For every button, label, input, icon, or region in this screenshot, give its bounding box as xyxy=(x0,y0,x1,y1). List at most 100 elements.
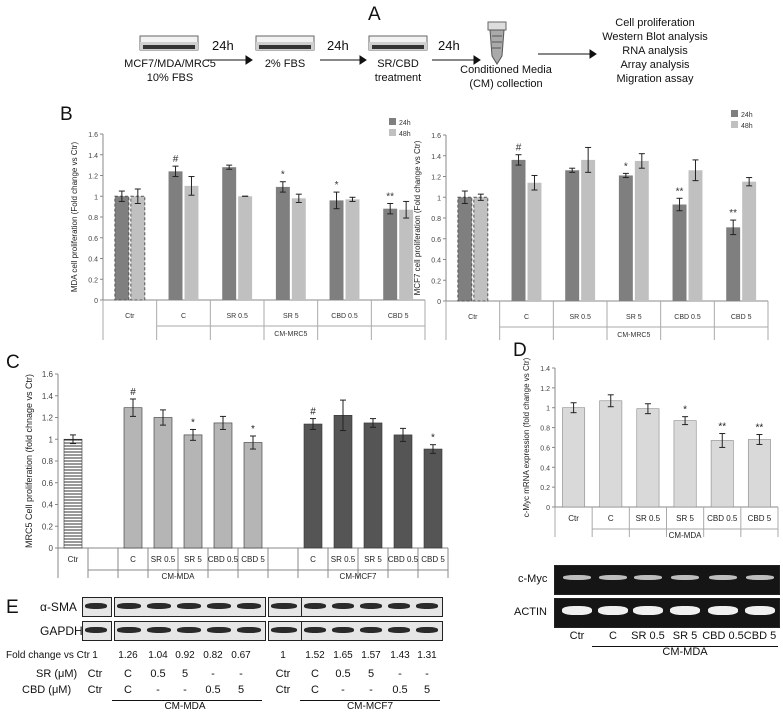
asma-band xyxy=(304,603,326,609)
y-tick-label: 0 xyxy=(546,505,550,512)
significance-mark: # xyxy=(130,387,136,398)
asma-band xyxy=(147,603,171,609)
y-axis-label: MCF7 cell proliferation (Fold change vs … xyxy=(413,140,422,295)
y-tick-label: 1.6 xyxy=(431,133,441,140)
assay-3: RNA analysis xyxy=(622,45,688,57)
y-tick-label: 1.4 xyxy=(88,153,98,160)
y-tick-label: 0 xyxy=(94,298,98,305)
panel-c-letter: C xyxy=(6,352,20,373)
y-tick-label: 1.2 xyxy=(42,414,54,423)
gel-label-cmyc: c-Myc xyxy=(518,573,548,585)
dish-2 xyxy=(255,35,315,51)
bar-24h-CBD 0.5 xyxy=(329,200,344,300)
arrow1-label: 24h xyxy=(212,38,234,53)
step2-label: 2% FBS xyxy=(264,58,306,70)
fold-value: 0.67 xyxy=(231,650,251,661)
y-tick-label: 0.2 xyxy=(540,485,550,492)
wb-group-mcf7: CM-MCF7 xyxy=(346,701,394,712)
cbd-value: C xyxy=(311,684,319,696)
fold-value: 1.65 xyxy=(333,650,353,661)
gapdh-band xyxy=(271,627,297,633)
bar-48h-SR 0.5 xyxy=(238,196,253,300)
step4-line1: Conditioned Media xyxy=(460,64,552,76)
y-tick-label: 0.4 xyxy=(42,501,54,510)
asma-band xyxy=(388,603,410,609)
significance-mark: # xyxy=(310,407,316,418)
y-tick-label: 0.6 xyxy=(88,236,98,243)
significance-mark: * xyxy=(281,170,285,181)
x-tick-label: SR 0.5 xyxy=(331,555,356,564)
y-tick-label: 1.2 xyxy=(88,174,98,181)
dish-3 xyxy=(368,35,428,51)
wb-group-line-mcf7 xyxy=(300,700,440,701)
x-tick-label: SR 0.5 xyxy=(151,555,176,564)
gapdh-band xyxy=(304,627,326,633)
significance-mark: ** xyxy=(756,423,764,434)
sr-value: 5 xyxy=(181,668,189,680)
y-tick-label: 0.8 xyxy=(540,426,550,433)
cbd-value: Ctr xyxy=(87,684,103,696)
significance-mark: ** xyxy=(676,186,684,197)
significance-mark: # xyxy=(516,143,522,154)
x-tick-label: SR 5 xyxy=(676,514,694,523)
bar-SR 0.5 xyxy=(636,408,660,508)
significance-mark: * xyxy=(624,161,628,172)
bar-48h-CBD 5 xyxy=(742,181,757,301)
cbd-value: - xyxy=(369,684,373,696)
bar-Ctr xyxy=(63,438,83,549)
fold-value: 1.26 xyxy=(118,650,138,661)
sr-value: 0.5 xyxy=(150,668,166,680)
step1-line2: 10% FBS xyxy=(146,72,194,84)
x-tick-label: CBD 5 xyxy=(731,314,752,321)
cbd-value: - xyxy=(341,684,345,696)
bar-SR 0.5 xyxy=(153,417,173,549)
asma-band xyxy=(85,603,107,609)
y-tick-label: 0.6 xyxy=(431,237,441,244)
gel-lane-label: C xyxy=(609,630,617,642)
actin-band xyxy=(708,606,738,615)
actin-band xyxy=(745,606,775,615)
legend-label-24h: 24h xyxy=(399,120,411,127)
assay-4: Array analysis xyxy=(620,59,690,71)
gapdh-band xyxy=(177,627,201,633)
cbd-value: 0.5 xyxy=(205,684,221,696)
asma-band xyxy=(360,603,382,609)
arrow3-label: 24h xyxy=(438,38,460,53)
y-tick-label: 0.2 xyxy=(42,522,54,531)
y-axis-label: c-Myc mRNA expression (fold change vs Ct… xyxy=(522,357,531,517)
actin-gel xyxy=(554,598,780,628)
x-tick-label: CBD 0.5 xyxy=(707,514,738,523)
y-tick-label: 0.4 xyxy=(431,258,441,265)
fold-value: 1.04 xyxy=(148,650,168,661)
significance-mark: * xyxy=(251,424,255,435)
y-tick-label: 1 xyxy=(546,406,550,413)
arrow2-label: 24h xyxy=(327,38,349,53)
step3-line2: treatment xyxy=(374,72,422,84)
legend-label-24h: 24h xyxy=(741,112,753,119)
gel-lane-label: SR 5 xyxy=(672,630,698,642)
sr-value: 5 xyxy=(367,668,375,680)
y-tick-label: 0.6 xyxy=(42,479,54,488)
y-tick-label: 0.8 xyxy=(88,215,98,222)
panel-a-flow xyxy=(139,21,597,65)
significance-mark: * xyxy=(191,417,195,428)
x-tick-label: Ctr xyxy=(68,555,79,564)
fold-value: 1.31 xyxy=(417,650,437,661)
asma-band xyxy=(207,603,231,609)
bar-48h-SR 5 xyxy=(634,160,649,301)
bar-48h-C xyxy=(527,182,542,301)
y-tick-label: 1.6 xyxy=(88,132,98,139)
y-tick-label: 1 xyxy=(94,194,98,201)
bar-24h-SR 5 xyxy=(618,175,633,301)
x-tick-label: C xyxy=(608,514,614,523)
fold-value: 1.43 xyxy=(390,650,410,661)
significance-mark: * xyxy=(335,180,339,191)
actin-band xyxy=(633,606,663,615)
y-tick-label: 0.2 xyxy=(88,277,98,284)
cbd-value: 5 xyxy=(237,684,245,696)
blot-label-asma: α-SMA xyxy=(40,600,77,614)
step4-line2: (CM) collection xyxy=(469,78,543,90)
y-tick-label: 0 xyxy=(49,544,54,553)
group-label: CM-MCF7 xyxy=(340,572,377,581)
y-tick-label: 0.4 xyxy=(88,257,98,264)
